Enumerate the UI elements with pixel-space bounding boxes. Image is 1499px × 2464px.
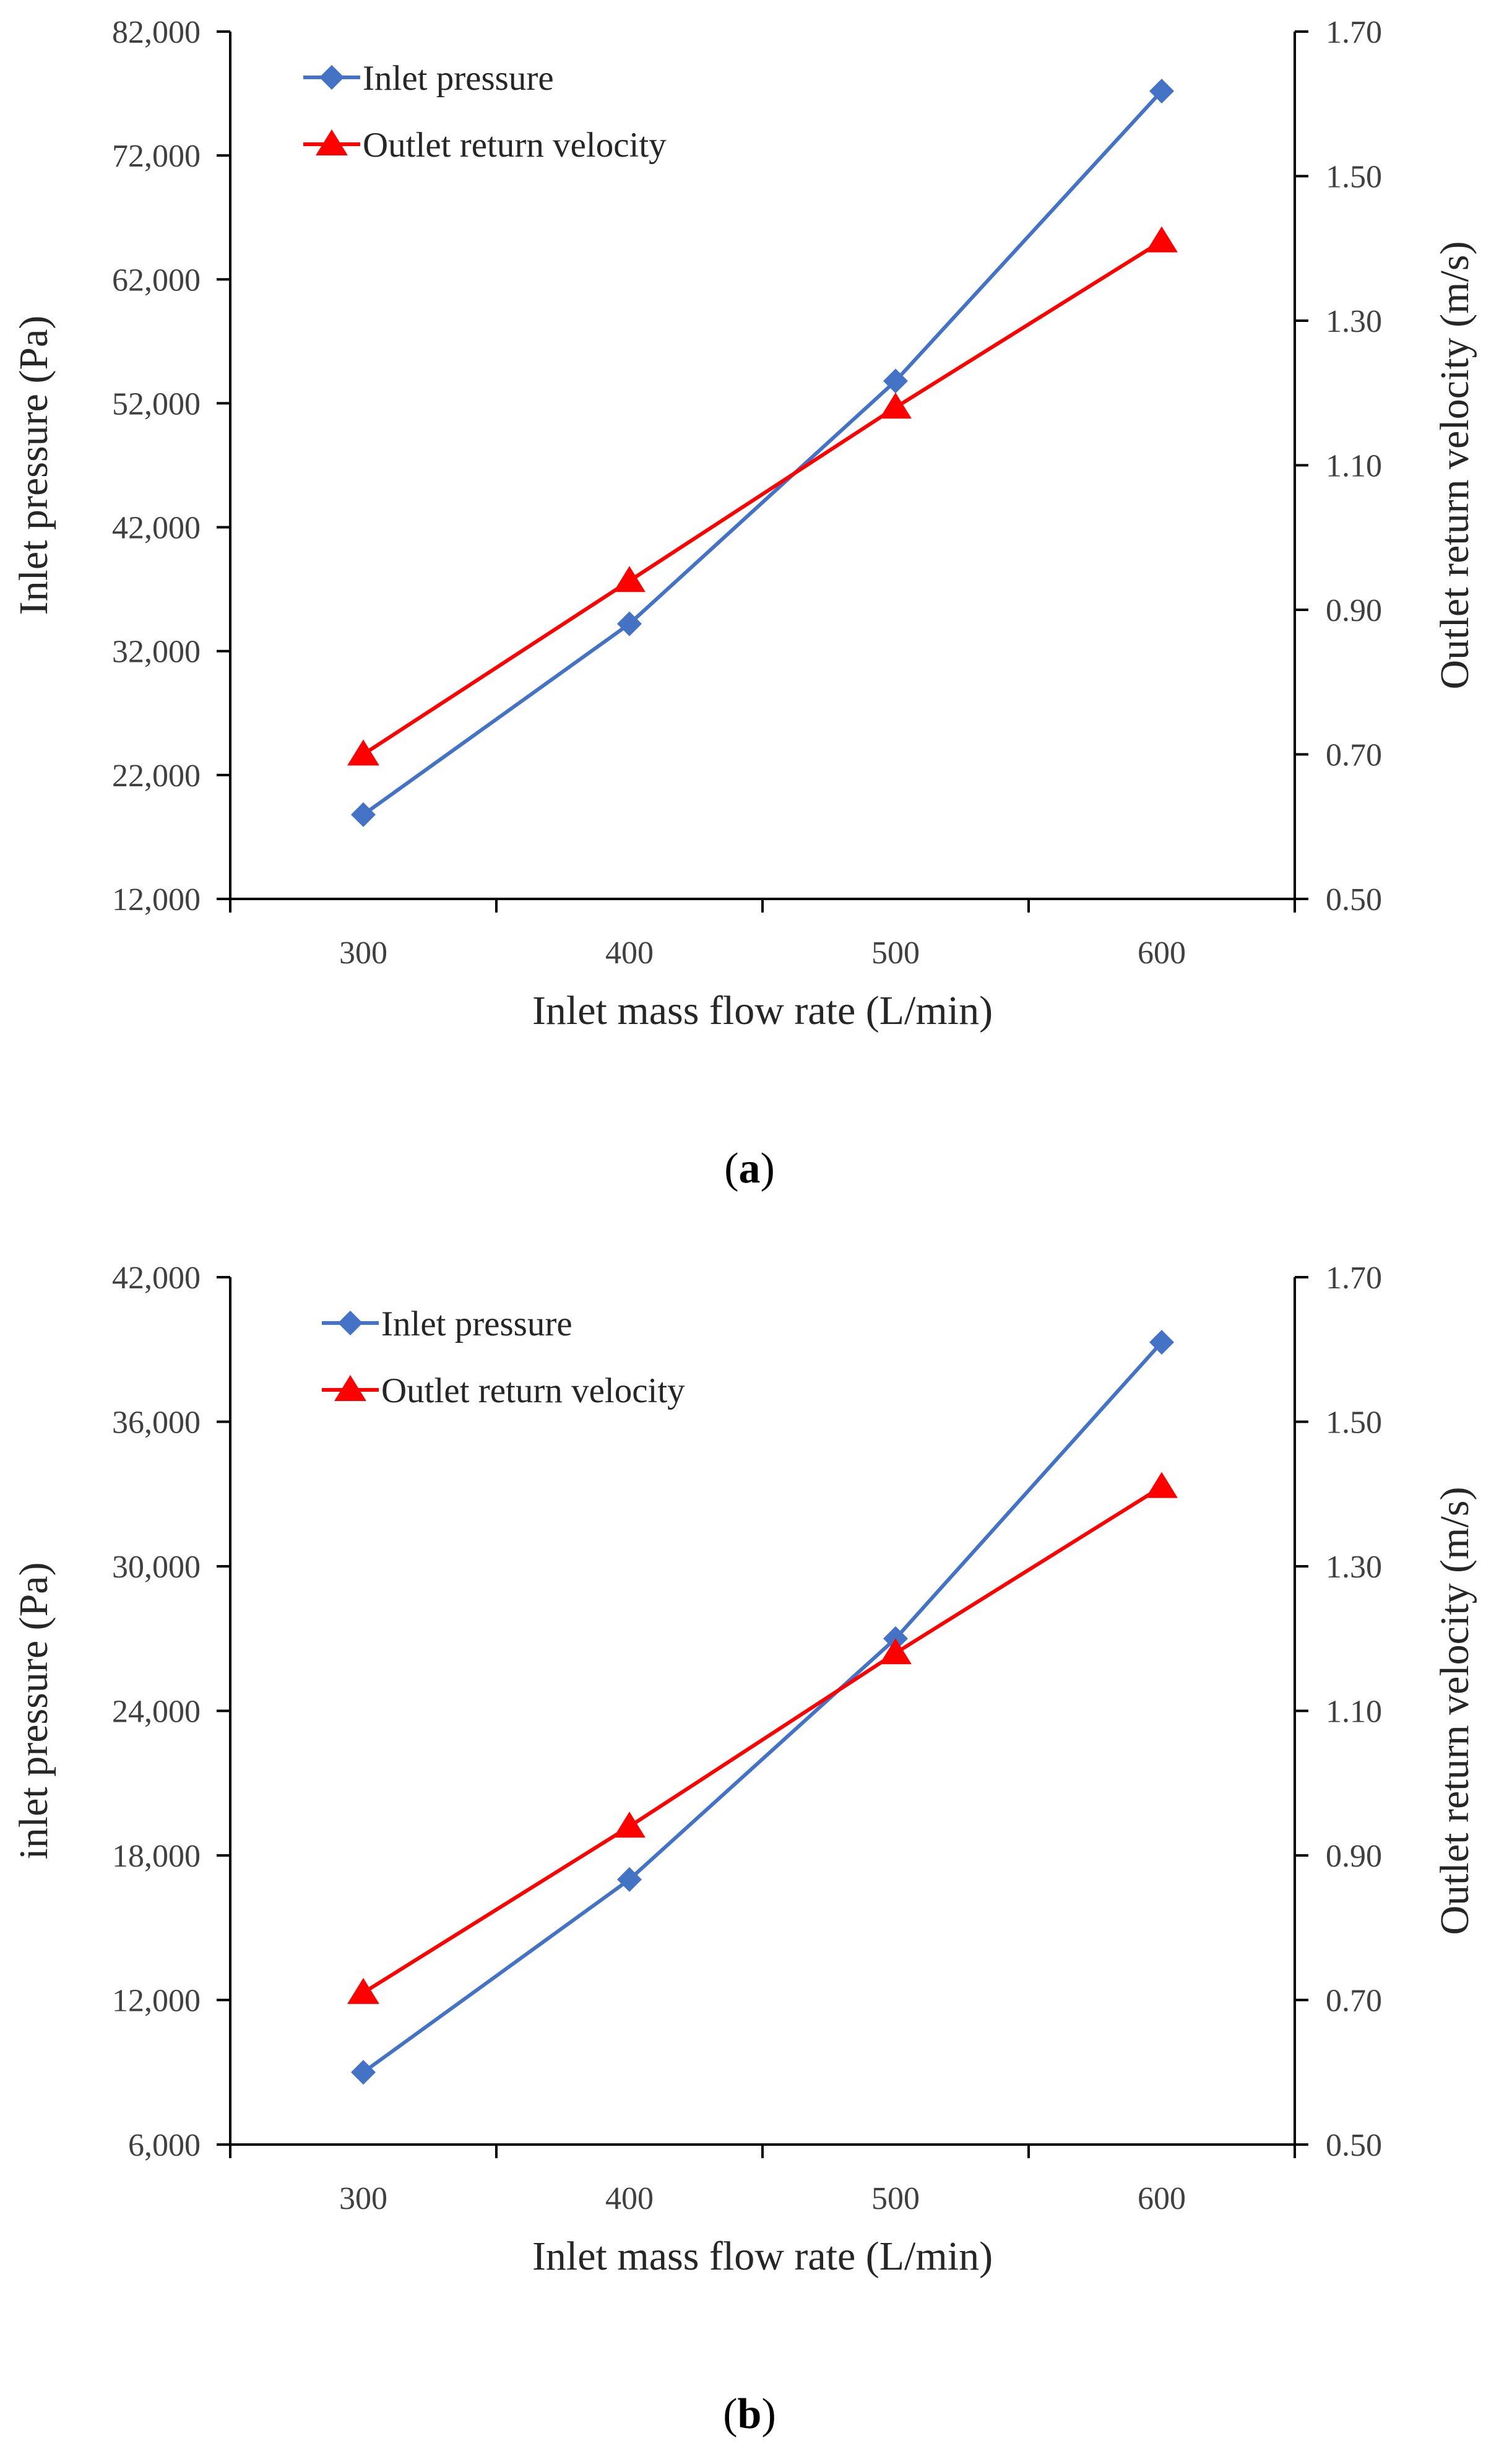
y-axis-title: Inlet pressure (Pa) bbox=[11, 316, 56, 615]
panel-caption: (a) bbox=[724, 1145, 775, 1192]
y2-tick-label: 0.90 bbox=[1326, 1839, 1382, 1874]
y2-tick-label: 0.90 bbox=[1326, 593, 1382, 628]
y2-tick-label: 1.70 bbox=[1326, 1260, 1382, 1296]
legend-triangle-marker bbox=[334, 1375, 366, 1401]
y-tick-label: 72,000 bbox=[112, 139, 201, 174]
y-tick-label: 30,000 bbox=[112, 1550, 201, 1585]
outlet-velocity-point bbox=[613, 566, 646, 592]
x-axis-title: Inlet mass flow rate (L/min) bbox=[532, 2234, 993, 2279]
y-tick-label: 42,000 bbox=[112, 511, 201, 546]
legend-label-inlet-pressure: Inlet pressure bbox=[381, 1304, 572, 1343]
x-tick-label: 500 bbox=[871, 935, 920, 971]
x-tick-label: 400 bbox=[605, 935, 654, 971]
y-tick-label: 18,000 bbox=[112, 1839, 201, 1874]
y2-axis-title: Outlet return velocity (m/s) bbox=[1432, 1487, 1477, 1935]
inlet-pressure-point bbox=[883, 368, 908, 394]
y2-tick-label: 1.30 bbox=[1326, 1550, 1382, 1585]
y2-tick-label: 1.70 bbox=[1326, 15, 1382, 50]
legend-triangle-marker bbox=[316, 129, 348, 155]
chart-a: 12,000 22,000 32,000 42,000 52,000 62,000 72,0… bbox=[11, 15, 1477, 1192]
x-axis-title: Inlet mass flow rate (L/min) bbox=[532, 988, 993, 1033]
outlet-velocity-point bbox=[1146, 1472, 1178, 1498]
y2-tick-label: 1.10 bbox=[1326, 449, 1382, 484]
y2-tick-label: 0.70 bbox=[1326, 1984, 1382, 2019]
y2-tick-label: 1.30 bbox=[1326, 304, 1382, 339]
inlet-pressure-point bbox=[351, 802, 376, 827]
inlet-pressure-line bbox=[362, 90, 1164, 817]
y2-tick-label: 1.10 bbox=[1326, 1694, 1382, 1730]
y-tick-label: 62,000 bbox=[112, 262, 201, 298]
legend-diamond-marker bbox=[319, 65, 344, 90]
y2-tick-label: 0.50 bbox=[1326, 882, 1382, 917]
y-tick-label: 6,000 bbox=[128, 2128, 201, 2163]
y2-tick-label: 0.50 bbox=[1326, 2128, 1382, 2163]
y2-tick-label: 1.50 bbox=[1326, 1405, 1382, 1441]
x-tick-label: 600 bbox=[1138, 2181, 1186, 2216]
y-tick-label: 52,000 bbox=[112, 386, 201, 422]
chart-b: 6,000 12,000 18,000 24,000 30,000 36,000 42,00… bbox=[11, 1260, 1477, 2438]
outlet-velocity-point bbox=[879, 393, 912, 419]
x-tick-label: 400 bbox=[605, 2181, 654, 2216]
x-tick-label: 300 bbox=[339, 935, 387, 971]
y-tick-label: 42,000 bbox=[112, 1260, 201, 1296]
legend-label-inlet-pressure: Inlet pressure bbox=[363, 59, 554, 98]
outlet-velocity-line bbox=[362, 240, 1163, 757]
y-tick-label: 24,000 bbox=[112, 1694, 201, 1730]
outlet-velocity-point bbox=[1146, 226, 1178, 253]
outlet-velocity-point bbox=[879, 1638, 912, 1665]
y-tick-label: 36,000 bbox=[112, 1405, 201, 1441]
legend-label-outlet-velocity: Outlet return velocity bbox=[363, 126, 667, 165]
y-tick-label: 12,000 bbox=[112, 882, 201, 917]
y-axis-title: inlet pressure (Pa) bbox=[11, 1562, 56, 1859]
outlet-velocity-point bbox=[613, 1811, 646, 1838]
x-tick-label: 600 bbox=[1138, 935, 1186, 971]
x-tick-label: 300 bbox=[339, 2181, 387, 2216]
y-tick-label: 12,000 bbox=[112, 1984, 201, 2019]
inlet-pressure-line bbox=[362, 1341, 1164, 2074]
legend-label-outlet-velocity: Outlet return velocity bbox=[381, 1371, 685, 1410]
inlet-pressure-point bbox=[1149, 1330, 1174, 1355]
y2-tick-label: 0.70 bbox=[1326, 738, 1382, 773]
y-tick-label: 32,000 bbox=[112, 635, 201, 670]
panel-caption-letter: b bbox=[738, 2390, 762, 2438]
inlet-pressure-point bbox=[351, 2060, 376, 2085]
inlet-pressure-point bbox=[617, 611, 642, 636]
outlet-velocity-line bbox=[362, 1485, 1163, 1995]
inlet-pressure-point bbox=[617, 1867, 642, 1892]
x-tick-label: 500 bbox=[871, 2181, 920, 2216]
y-tick-label: 22,000 bbox=[112, 758, 201, 794]
y2-tick-label: 1.50 bbox=[1326, 160, 1382, 195]
y-tick-label: 82,000 bbox=[112, 15, 201, 50]
panel-caption: (b) bbox=[723, 2390, 776, 2438]
panel-caption-letter: a bbox=[739, 1145, 761, 1192]
outlet-velocity-point bbox=[347, 739, 379, 766]
inlet-pressure-point bbox=[1149, 79, 1174, 104]
outlet-velocity-point bbox=[347, 1977, 379, 2004]
legend-diamond-marker bbox=[338, 1311, 363, 1335]
y2-axis-title: Outlet return velocity (m/s) bbox=[1432, 241, 1477, 690]
